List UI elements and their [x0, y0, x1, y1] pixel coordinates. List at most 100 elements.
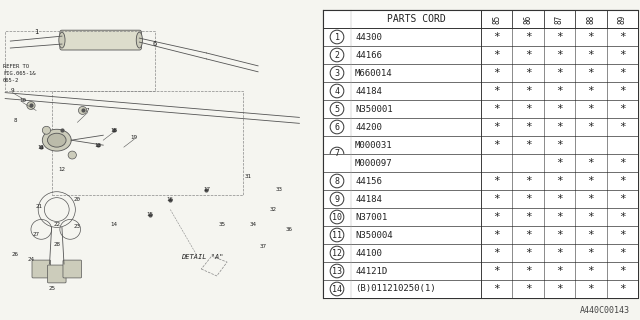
Text: 44121D: 44121D [355, 267, 387, 276]
Bar [323, 82, 638, 100]
Text: 9: 9 [11, 88, 14, 93]
Text: *: * [588, 50, 595, 60]
Text: 11: 11 [332, 230, 342, 239]
Bar [323, 208, 638, 226]
Text: *: * [493, 248, 500, 258]
Text: *: * [525, 122, 531, 132]
Text: 065-2: 065-2 [3, 78, 19, 83]
Bar [323, 118, 638, 136]
Text: 35: 35 [218, 222, 225, 227]
Circle shape [330, 84, 344, 98]
Circle shape [330, 30, 344, 44]
Text: 1: 1 [34, 29, 38, 35]
Text: 36: 36 [285, 227, 292, 232]
Text: *: * [619, 122, 626, 132]
Text: 44100: 44100 [355, 249, 382, 258]
Bar [323, 136, 638, 154]
Text: *: * [493, 194, 500, 204]
Text: *: * [556, 176, 563, 186]
Text: *: * [619, 230, 626, 240]
Text: DETAIL "A": DETAIL "A" [180, 254, 223, 260]
Text: *: * [556, 104, 563, 114]
Text: *: * [493, 122, 500, 132]
Text: *: * [525, 176, 531, 186]
Text: *: * [619, 194, 626, 204]
FancyBboxPatch shape [60, 30, 141, 50]
FancyBboxPatch shape [47, 265, 66, 283]
Text: 32: 32 [270, 207, 277, 212]
Bar [323, 262, 638, 280]
Text: M000031: M000031 [355, 140, 392, 149]
Text: *: * [493, 230, 500, 240]
Text: 9: 9 [335, 195, 339, 204]
Text: *: * [556, 284, 563, 294]
Text: *: * [525, 32, 531, 42]
Bar [323, 244, 638, 262]
Text: 13: 13 [95, 143, 102, 148]
Text: 14: 14 [110, 222, 117, 227]
Circle shape [330, 210, 344, 224]
Text: *: * [619, 68, 626, 78]
Text: 7: 7 [86, 108, 90, 113]
Text: *: * [525, 230, 531, 240]
Text: M660014: M660014 [355, 68, 392, 77]
Circle shape [330, 174, 344, 188]
Text: 3: 3 [335, 68, 339, 77]
Text: *: * [525, 104, 531, 114]
Text: 26: 26 [12, 252, 19, 257]
Bar [5, 31, 155, 91]
Text: *: * [493, 50, 500, 60]
Text: 6: 6 [153, 41, 157, 47]
Text: *: * [525, 266, 531, 276]
Text: *: * [556, 248, 563, 258]
Text: *: * [619, 284, 626, 294]
Circle shape [27, 101, 35, 109]
Text: *: * [556, 122, 563, 132]
Text: *: * [556, 230, 563, 240]
Text: N37001: N37001 [355, 212, 387, 221]
Text: 12: 12 [332, 249, 342, 258]
Text: 34: 34 [250, 222, 257, 227]
Text: *: * [619, 248, 626, 258]
Bar [323, 280, 638, 298]
Text: 6: 6 [335, 123, 339, 132]
Bar [323, 28, 638, 46]
Text: *: * [525, 68, 531, 78]
Bar [323, 154, 638, 172]
Text: 21: 21 [36, 204, 43, 209]
Text: *: * [588, 212, 595, 222]
Text: *: * [556, 266, 563, 276]
Bar [323, 46, 638, 64]
Text: 10: 10 [19, 98, 26, 103]
Text: *: * [556, 140, 563, 150]
Text: 89: 89 [618, 14, 627, 24]
Text: 4: 4 [335, 86, 339, 95]
Text: 1: 1 [335, 33, 339, 42]
Text: 28: 28 [53, 242, 60, 247]
Text: 23: 23 [74, 224, 81, 229]
Text: 20: 20 [74, 197, 81, 202]
Text: 2: 2 [335, 51, 339, 60]
Text: *: * [525, 86, 531, 96]
Circle shape [330, 282, 344, 296]
Text: *: * [588, 230, 595, 240]
Circle shape [79, 107, 86, 115]
Bar [323, 172, 638, 190]
Text: *: * [525, 248, 531, 258]
Text: *: * [556, 158, 563, 168]
Text: 8: 8 [335, 177, 339, 186]
Text: 31: 31 [244, 174, 252, 179]
Text: *: * [525, 284, 531, 294]
Text: *: * [525, 194, 531, 204]
Text: *: * [619, 86, 626, 96]
Text: *: * [588, 176, 595, 186]
Circle shape [330, 102, 344, 116]
Text: *: * [525, 140, 531, 150]
Text: 11: 11 [38, 145, 45, 150]
FancyBboxPatch shape [63, 260, 81, 278]
Text: *: * [556, 68, 563, 78]
Circle shape [330, 66, 344, 80]
Text: 25: 25 [48, 286, 55, 291]
Text: 44166: 44166 [355, 51, 382, 60]
Text: *: * [619, 104, 626, 114]
